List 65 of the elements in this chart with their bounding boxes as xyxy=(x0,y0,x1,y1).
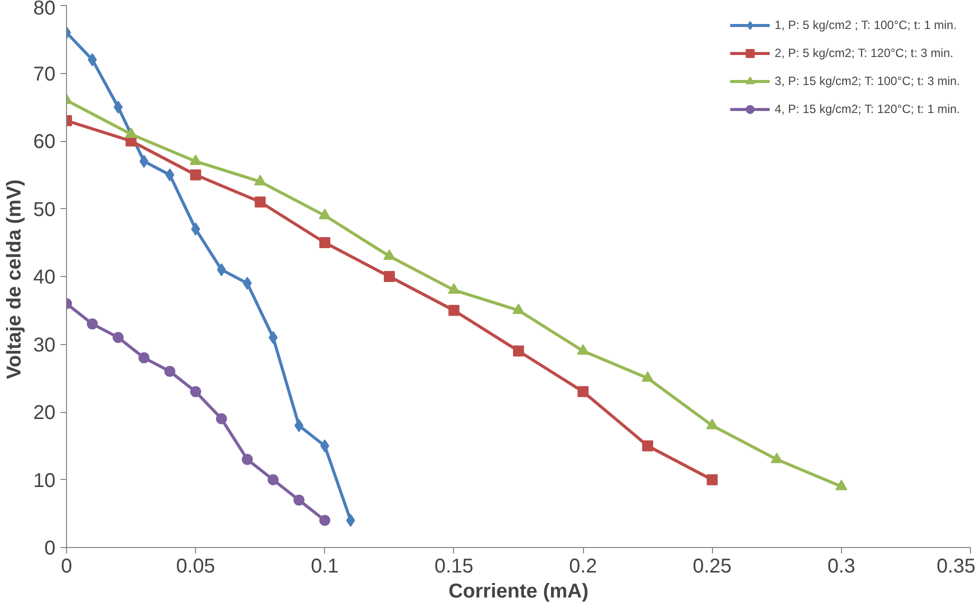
legend-label: 1, P: 5 kg/cm2 ; T: 100°C; t: 1 min. xyxy=(774,18,957,32)
point xyxy=(706,474,718,486)
point xyxy=(346,514,356,527)
point xyxy=(268,330,278,344)
x-tick-label: 0.1 xyxy=(310,556,339,578)
x-tick-label: 0.25 xyxy=(692,556,732,578)
point xyxy=(190,154,202,165)
point xyxy=(577,344,590,355)
x-tick-label: 0.2 xyxy=(569,556,597,578)
y-tick-label: 40 xyxy=(33,266,56,288)
point xyxy=(138,352,150,364)
x-tick-label: 0.3 xyxy=(827,556,856,578)
x-axis-title: Corriente (mA) xyxy=(448,580,589,602)
x-tick-label: 0.35 xyxy=(936,556,976,578)
point xyxy=(268,474,279,486)
point xyxy=(139,154,148,168)
point xyxy=(254,174,266,186)
point xyxy=(242,276,252,290)
point xyxy=(125,127,138,138)
x-tick-label: 0 xyxy=(60,556,72,578)
point xyxy=(835,480,848,490)
legend-label: 4, P: 15 kg/cm2; T: 120°C; t: 1 min. xyxy=(774,102,960,116)
point xyxy=(114,100,123,114)
point xyxy=(88,53,97,66)
point xyxy=(448,283,460,294)
y-axis-title: Voltaje de celda (mV) xyxy=(3,179,26,380)
point xyxy=(254,196,266,208)
point xyxy=(190,386,202,398)
point xyxy=(86,318,98,330)
point xyxy=(216,413,227,424)
legend-label: 3, P: 15 kg/cm2; T: 100°C; t: 3 min. xyxy=(774,74,960,88)
point xyxy=(191,222,200,236)
y-tick-label: 80 xyxy=(33,0,56,20)
point xyxy=(293,494,304,506)
point xyxy=(242,454,253,465)
point xyxy=(164,366,176,377)
point xyxy=(642,440,654,452)
y-tick-label: 20 xyxy=(33,402,56,424)
y-tick-label: 50 xyxy=(33,198,56,221)
point xyxy=(112,332,124,343)
x-tick-label: 0.15 xyxy=(434,556,474,578)
point xyxy=(448,304,460,316)
y-tick-label: 0 xyxy=(44,538,56,560)
y-tick-label: 60 xyxy=(33,131,56,153)
point xyxy=(384,271,395,282)
x-tick-label: 0.05 xyxy=(176,556,216,578)
y-tick-label: 70 xyxy=(33,63,56,86)
point xyxy=(770,452,783,464)
point xyxy=(512,304,524,314)
point xyxy=(642,371,654,382)
y-tick-label: 10 xyxy=(33,470,56,492)
legend-label: 2, P: 5 kg/cm2; T: 120°C; t: 3 min. xyxy=(774,46,954,60)
point xyxy=(706,418,718,430)
point xyxy=(513,346,524,357)
point xyxy=(578,386,589,398)
point xyxy=(216,263,226,276)
point xyxy=(165,168,174,182)
point xyxy=(318,208,331,220)
point xyxy=(383,249,396,260)
point xyxy=(294,419,304,432)
point xyxy=(320,439,330,452)
point xyxy=(319,514,330,526)
point xyxy=(190,169,202,180)
y-tick-label: 30 xyxy=(33,334,56,356)
point xyxy=(319,237,330,248)
